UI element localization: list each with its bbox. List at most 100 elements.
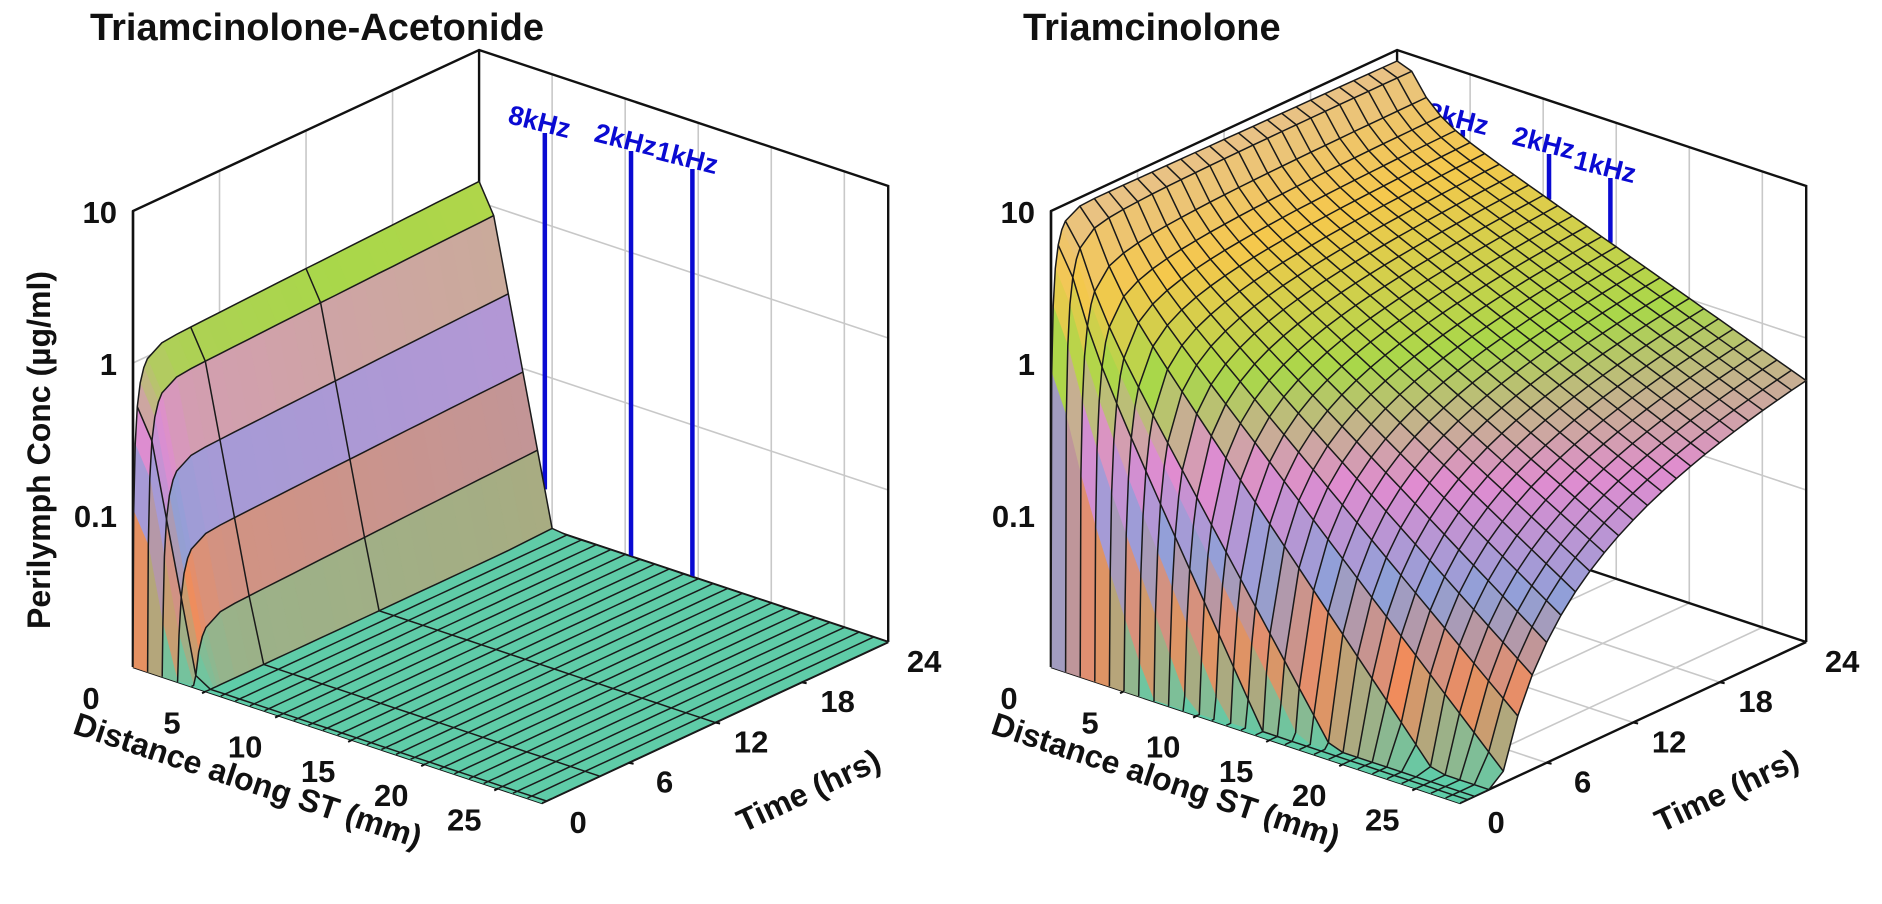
x-tick-mark	[1119, 690, 1125, 695]
mesh-line	[410, 597, 758, 760]
time-tick-mark	[1546, 761, 1552, 765]
mesh-line	[1445, 369, 1792, 799]
z-tick-label: 0.1	[992, 499, 1035, 534]
x-axis-ticks: 0 5 10 15 20 25	[1000, 681, 1417, 837]
x-tick-label: 0	[1000, 681, 1017, 716]
mesh-line	[1338, 86, 1749, 422]
mesh-line	[1269, 246, 1617, 741]
mesh-line	[1342, 297, 1690, 765]
mesh-line	[1313, 277, 1661, 756]
z-tick-label: 0.1	[74, 499, 117, 534]
mesh-line	[1064, 70, 1413, 672]
z-axis-ticks: 0.1 1 10	[992, 195, 1035, 534]
mesh-line	[541, 641, 889, 804]
surface-mesh	[1050, 60, 1807, 804]
mesh-line	[1122, 184, 1533, 676]
mesh-line	[1108, 191, 1519, 717]
time-tick-label: 6	[656, 765, 673, 800]
mesh-line	[439, 607, 787, 770]
x-tick-label: 10	[1146, 730, 1180, 765]
mesh-line	[1093, 198, 1504, 772]
z-tick-label: 10	[83, 195, 117, 230]
mesh-line	[1416, 349, 1763, 790]
mesh-line	[1310, 99, 1721, 444]
mesh-line	[176, 371, 524, 683]
time-tick-label: 24	[1825, 644, 1860, 679]
mesh-line	[1328, 287, 1676, 760]
mesh-line	[381, 587, 728, 751]
frequency-marker-label: 1kHz	[1571, 145, 1639, 189]
mesh-line	[293, 558, 641, 722]
mesh-line	[527, 636, 874, 799]
mesh-line	[1225, 215, 1573, 726]
panel-triamcinolone: Triamcinolone 8kHz2kHz1kHz0.111005101520…	[987, 7, 1860, 855]
mesh-line	[1064, 220, 1475, 798]
x-tick-mark	[274, 714, 280, 719]
surface	[1050, 60, 1807, 804]
mesh-line	[1151, 171, 1562, 616]
mesh-line	[146, 214, 495, 672]
mesh-line	[1209, 145, 1620, 537]
time-tick-label: 12	[734, 724, 768, 759]
mesh-line	[305, 268, 716, 724]
z-tick-label: 1	[100, 347, 117, 382]
mesh-line	[512, 631, 860, 794]
chart-title: Triamcinolone	[1023, 7, 1281, 49]
mesh-line	[468, 617, 816, 780]
mesh-line	[366, 583, 714, 746]
mesh-line	[1284, 256, 1632, 746]
mesh-line	[1295, 106, 1706, 455]
y-axis-label: Perilymph Conc (µg/ml)	[21, 271, 57, 629]
time-axis-ticks: 0 6 12 18 24	[569, 644, 942, 840]
x-axis-ticks: 0 5 10 15 20 25	[82, 681, 499, 837]
mesh-line	[1238, 132, 1648, 506]
x-tick-label: 10	[228, 730, 262, 765]
mesh-line	[1401, 338, 1749, 785]
mesh-line	[264, 549, 611, 712]
z-tick-label: 1	[1018, 347, 1035, 382]
mesh-line	[1459, 379, 1807, 804]
x-tick-mark	[1338, 763, 1344, 768]
mesh-line	[1357, 307, 1705, 770]
mesh-line	[1194, 151, 1605, 554]
mesh-line	[498, 626, 845, 790]
z-axis-ticks: 0.1 1 10	[74, 195, 117, 534]
mesh-line	[1430, 359, 1778, 794]
mesh-line	[1180, 158, 1591, 572]
mesh-line	[161, 293, 509, 677]
mesh-line	[1367, 73, 1778, 401]
mesh-line	[1136, 178, 1548, 643]
time-tick-label: 0	[1487, 805, 1504, 840]
mesh-line	[307, 563, 655, 726]
time-tick-label: 24	[907, 644, 942, 679]
time-tick-mark	[1632, 721, 1639, 725]
x-tick-label: 25	[1365, 802, 1399, 837]
mesh-line	[1353, 79, 1764, 412]
x-tick-label: 0	[82, 681, 99, 716]
mesh-line	[1324, 93, 1735, 433]
mesh-line	[395, 592, 743, 756]
mesh-line	[1372, 318, 1719, 775]
mesh-line	[483, 621, 831, 785]
time-tick-label: 6	[1574, 765, 1591, 800]
mesh-line	[1079, 205, 1490, 791]
time-axis-ticks: 0 6 12 18 24	[1487, 644, 1860, 840]
time-tick-label: 18	[820, 684, 854, 719]
chart-title: Triamcinolone-Acetonide	[90, 7, 544, 49]
surface-patch	[1050, 372, 1067, 673]
mesh-line	[1057, 244, 1468, 801]
mesh-line	[1167, 174, 1515, 707]
time-tick-label: 0	[569, 805, 586, 840]
mesh-line	[1108, 129, 1456, 687]
mesh-line	[1382, 66, 1793, 391]
mesh-line	[191, 449, 538, 688]
time-tick-mark	[714, 721, 721, 725]
x-tick-label: 25	[447, 802, 481, 837]
mesh-line	[351, 578, 699, 741]
mesh-line	[132, 180, 480, 668]
mesh-line	[1252, 125, 1663, 493]
surface	[132, 180, 890, 804]
mesh-line	[1211, 205, 1559, 722]
